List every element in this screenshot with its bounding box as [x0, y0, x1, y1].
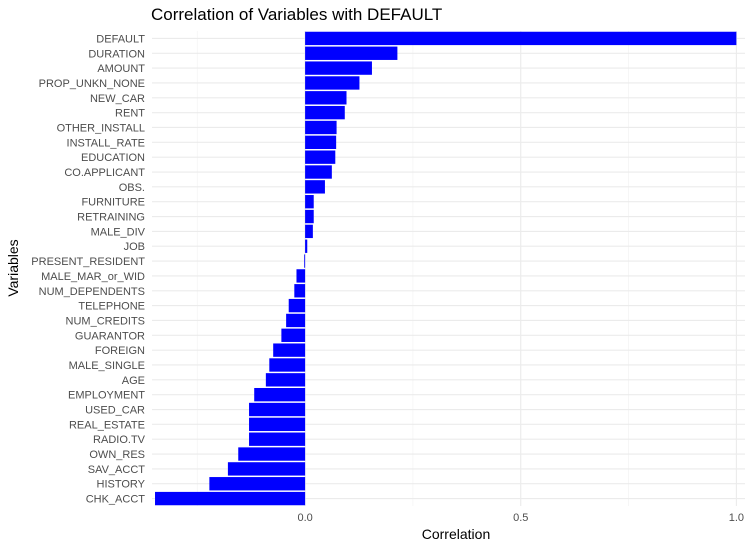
bar-obs-	[305, 180, 325, 194]
y-tick-label: MALE_SINGLE	[69, 360, 145, 372]
y-tick-label: PRESENT_RESIDENT	[31, 256, 145, 268]
y-tick-label: NUM_CREDITS	[66, 315, 145, 327]
y-tick-label: JOB	[124, 241, 145, 253]
x-tick-label: 0.5	[513, 512, 528, 524]
x-tick-labels: 0.0 0.5 1.0	[297, 512, 744, 524]
bar-install-rate	[305, 135, 337, 150]
bar-default	[305, 31, 737, 46]
bar-male-single	[269, 358, 306, 372]
y-tick-label: FOREIGN	[95, 345, 145, 357]
bar-job	[305, 239, 308, 253]
bar-amount	[305, 61, 372, 75]
y-axis-title: Variables	[5, 239, 21, 296]
y-tick-label: EMPLOYMENT	[68, 390, 145, 402]
bar-chk-acct	[155, 491, 306, 506]
bar-radio-tv	[249, 432, 306, 446]
bar-male-mar-or-wid	[296, 269, 306, 283]
bar-present-resident	[304, 254, 306, 268]
y-tick-label: GUARANTOR	[75, 330, 145, 342]
y-tick-label: PROP_UNKN_NONE	[39, 78, 145, 90]
x-tick-label: 0.0	[297, 512, 312, 524]
y-tick-label: FURNITURE	[81, 197, 145, 209]
bar-telephone	[288, 298, 306, 313]
bar-foreign	[273, 343, 306, 357]
y-tick-label: NUM_DEPENDENTS	[39, 286, 145, 298]
grid-lines	[152, 31, 745, 506]
y-tick-label: CO.APPLICANT	[64, 167, 145, 179]
bar-retraining	[305, 209, 314, 224]
y-tick-label: REAL_ESTATE	[69, 419, 145, 431]
y-tick-labels: DEFAULT DURATION AMOUNT PROP_UNKN_NONE NEW_C…	[31, 33, 145, 505]
bar-co-applicant	[305, 165, 332, 179]
chart-title: Correlation of Variables with DEFAULT	[151, 5, 442, 24]
y-tick-label: OBS.	[119, 182, 145, 194]
bar-real-estate	[249, 417, 306, 432]
bar-male-div	[305, 224, 313, 239]
y-tick-label: EDUCATION	[81, 152, 145, 164]
y-tick-label: AGE	[122, 375, 145, 387]
y-tick-label: TELEPHONE	[78, 301, 145, 313]
y-tick-label: OWN_RES	[89, 449, 145, 461]
y-tick-label: AMOUNT	[97, 63, 145, 75]
bar-furniture	[305, 195, 314, 209]
y-tick-label: RENT	[115, 108, 145, 120]
y-tick-label: RETRAINING	[77, 212, 145, 224]
y-tick-label: CHK_ACCT	[86, 494, 146, 506]
bar-other-install	[305, 120, 337, 135]
y-tick-label: INSTALL_RATE	[67, 137, 145, 149]
y-tick-label: HISTORY	[97, 479, 146, 491]
bar-sav-acct	[227, 462, 306, 476]
bar-rent	[305, 105, 345, 120]
y-tick-label: MALE_MAR_or_WID	[41, 271, 145, 283]
y-tick-label: NEW_CAR	[90, 93, 145, 105]
bar-employment	[254, 387, 306, 402]
bar-prop-unkn-none	[305, 76, 360, 90]
y-tick-label: DURATION	[88, 48, 145, 60]
y-tick-label: OTHER_INSTALL	[57, 122, 145, 134]
bar-age	[265, 373, 306, 387]
bar-history	[209, 477, 306, 491]
bar-duration	[305, 46, 398, 60]
bar-guarantor	[281, 328, 306, 342]
y-tick-label: RADIO.TV	[93, 434, 146, 446]
bar-used-car	[249, 402, 306, 417]
bar-num-dependents	[294, 284, 306, 298]
bars	[155, 31, 737, 506]
x-tick-label: 1.0	[729, 512, 744, 524]
y-tick-label: MALE_DIV	[91, 226, 146, 238]
bar-education	[305, 150, 336, 164]
y-tick-label: USED_CAR	[85, 405, 145, 417]
y-tick-label: SAV_ACCT	[88, 464, 146, 476]
bar-own-res	[238, 447, 306, 461]
bar-new-car	[305, 91, 347, 105]
bar-num-credits	[286, 313, 306, 328]
y-tick-label: DEFAULT	[96, 33, 145, 45]
x-axis-title: Correlation	[422, 526, 490, 542]
